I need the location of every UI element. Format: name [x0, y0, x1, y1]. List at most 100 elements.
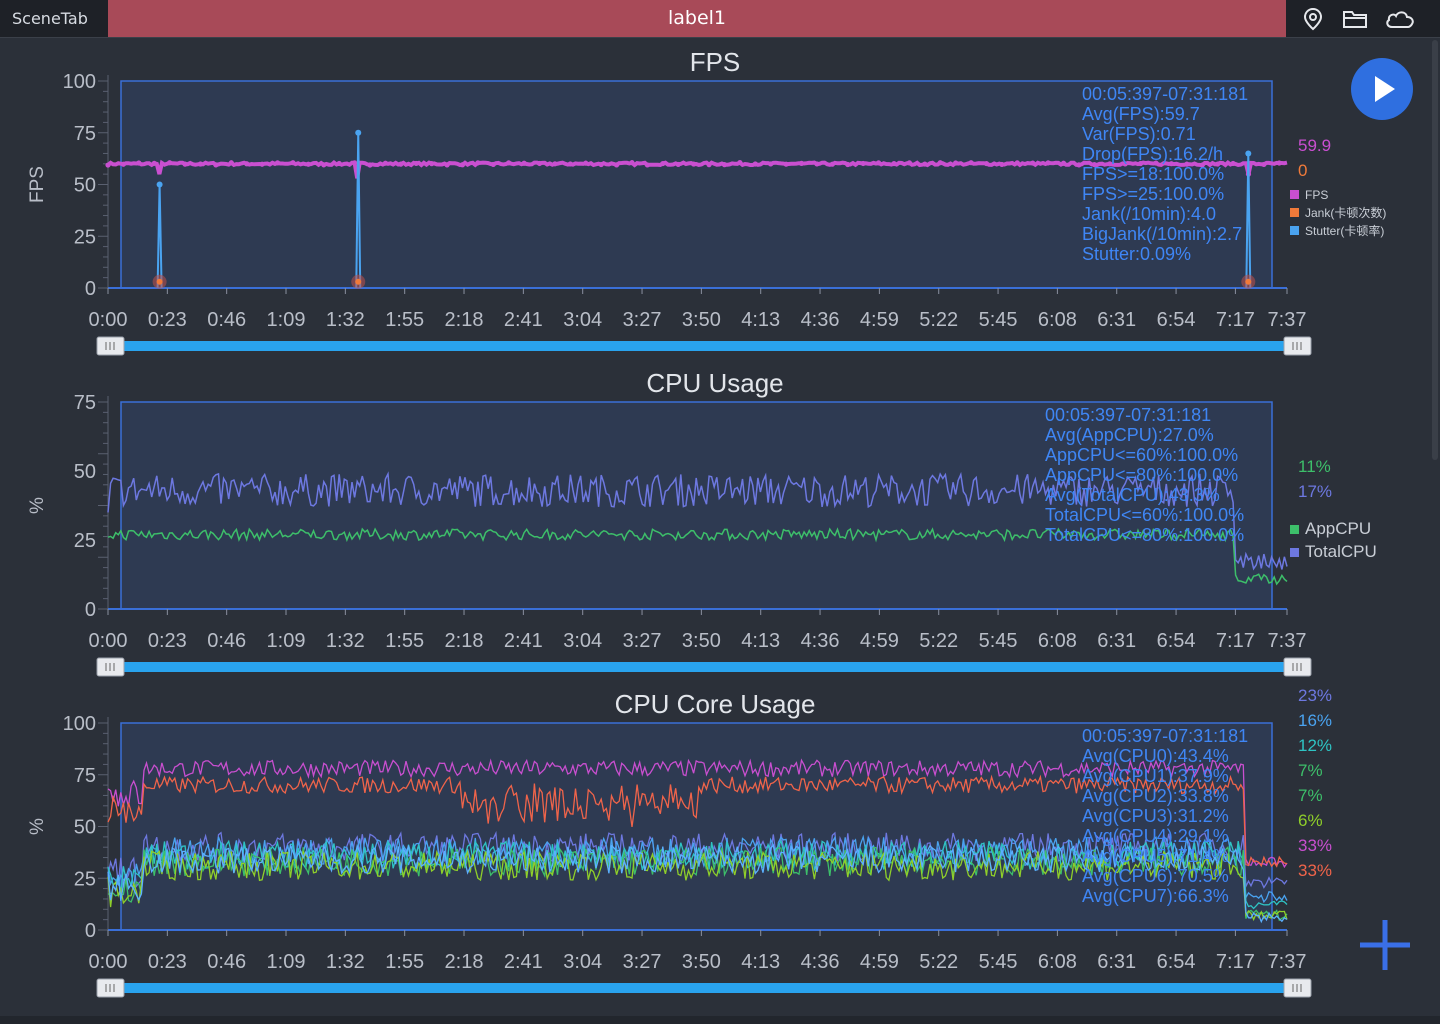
fps-data-point: [752, 161, 758, 167]
cpu-x-tick-label: 1:09: [267, 630, 306, 652]
fps-data-point: [475, 160, 481, 166]
fps-x-tick-label: 4:13: [741, 309, 780, 331]
core-x-tick-label: 7:37: [1268, 951, 1307, 973]
fps-x-tick-label: 7:17: [1216, 309, 1255, 331]
cpu-core-series-line: [107, 758, 1288, 869]
fps-x-tick-label: 6:08: [1038, 309, 1077, 331]
core-x-tick-label: 6:08: [1038, 951, 1077, 973]
fps-data-point: [182, 161, 188, 167]
fps-data-point: [814, 161, 820, 167]
fps-data-point: [937, 160, 943, 166]
fps-data-point: [290, 160, 296, 166]
fps-data-point: [398, 161, 404, 167]
cloud-icon[interactable]: [1384, 7, 1416, 35]
fps-stats-line: FPS>=25:100.0%: [1082, 184, 1224, 204]
fps-stats-line: FPS>=18:100.0%: [1082, 164, 1224, 184]
location-pin-icon[interactable]: [1302, 7, 1324, 35]
fps-stats-line: Drop(FPS):16.2/h: [1082, 144, 1223, 164]
fps-x-tick-label: 1:09: [267, 309, 306, 331]
fps-data-point: [983, 160, 990, 167]
fps-x-tick-label: 6:54: [1157, 309, 1196, 331]
core-range-slider-track[interactable]: [118, 983, 1290, 993]
fps-data-point: [1276, 160, 1282, 166]
fps-data-point: [875, 160, 882, 166]
folder-icon[interactable]: [1342, 7, 1368, 35]
fps-data-point: [644, 162, 651, 168]
core-x-tick-label: 0:23: [148, 951, 187, 973]
cpu-legend-swatch: [1290, 525, 1299, 534]
core-chart: CPU Core Usage 100 75 50 25 0% 0:00 0:23 0:46 1:0…: [27, 686, 1332, 998]
main-area: FPS 100 75 50 25 0 FPS 0:00 0:23 0:46 1:09 1:32 1:55…: [0, 38, 1440, 1024]
fps-data-point: [783, 161, 789, 167]
fps-data-point: [860, 160, 866, 167]
fps-plot-area: [120, 80, 1273, 289]
core-x-tick-label: 2:18: [445, 951, 484, 973]
cpu-x-tick-label: 5:22: [919, 630, 958, 652]
cpu-x-tick-label: 6:31: [1097, 630, 1136, 652]
play-button[interactable]: [1351, 58, 1413, 120]
play-icon: [1375, 76, 1395, 102]
cpu-stats-line: TotalCPU<=80%:100.0%: [1045, 525, 1244, 545]
fps-data-point: [583, 160, 589, 166]
cpu-x-tick-label: 6:08: [1038, 630, 1077, 652]
scene-tab[interactable]: SceneTab: [12, 9, 88, 28]
cpu-range-slider-track[interactable]: [118, 662, 1290, 672]
fps-x-tick-label: 7:37: [1268, 309, 1307, 331]
cpu-legend-swatch: [1290, 548, 1299, 557]
cpu-core-series-line: [107, 774, 1288, 868]
fps-data-point: [706, 162, 712, 168]
fps-data-point: [1107, 161, 1113, 167]
fps-stats-line: BigJank(/10min):2.7: [1082, 224, 1242, 244]
core-stats-line: Avg(CPU4):29.1%: [1082, 826, 1229, 846]
core-current-value: 7%: [1298, 761, 1323, 780]
fps-x-tick-label: 5:45: [979, 309, 1018, 331]
fps-data-point: [922, 161, 928, 167]
jank-marker-dot: [355, 278, 362, 285]
core-y-tick-label: 100: [63, 713, 96, 735]
fps-data-point: [382, 160, 389, 166]
fps-data-point: [444, 162, 450, 168]
core-y-label: %: [27, 818, 48, 835]
top-bar: SceneTab label1: [0, 0, 1440, 38]
fps-legend-label: Stutter(卡顿率): [1305, 223, 1384, 238]
fps-data-point: [1030, 160, 1036, 166]
cpu-x-tick-label: 3:50: [682, 630, 721, 652]
fps-data-point: [829, 161, 835, 167]
core-x-tick-label: 6:31: [1097, 951, 1136, 973]
core-x-tick-label: 1:09: [267, 951, 306, 973]
fps-data-point: [552, 161, 558, 167]
fps-y-tick-label: 25: [74, 226, 96, 248]
core-x-tick-label: 3:50: [682, 951, 721, 973]
cpu-legend-label: TotalCPU: [1305, 542, 1377, 561]
fps-data-point: [1168, 161, 1175, 167]
fps-y-label: FPS: [27, 166, 48, 203]
fps-data-point: [675, 161, 681, 168]
fps-data-point: [413, 160, 419, 167]
fps-x-tick-label: 3:27: [623, 309, 662, 331]
fps-chart: FPS 100 75 50 25 0 FPS 0:00 0:23 0:46 1:09 1:32 1:55…: [27, 47, 1386, 356]
fps-data-point: [953, 160, 959, 166]
core-stats-line: Avg(CPU2):33.8%: [1082, 786, 1229, 806]
fps-data-point: [721, 162, 728, 168]
charts-canvas: FPS 100 75 50 25 0 FPS 0:00 0:23 0:46 1:09 1:32 1:55…: [27, 47, 1386, 998]
fps-data-point: [197, 161, 204, 167]
total-cpu-series-line: [107, 471, 1288, 571]
label-tab[interactable]: label1: [108, 0, 1286, 37]
fps-data-point: [613, 162, 620, 168]
page-scrollbar[interactable]: [1432, 40, 1438, 460]
fps-data-point: [120, 161, 127, 167]
core-y-tick-label: 0: [85, 920, 96, 942]
cpu-x-tick-label: 4:59: [860, 630, 899, 652]
fps-data-point: [506, 160, 512, 166]
fps-range-slider-track[interactable]: [118, 341, 1290, 351]
core-stats-line: Avg(CPU5):71.4%: [1082, 846, 1229, 866]
cpu-x-tick-label: 3:27: [623, 630, 662, 652]
fps-data-point: [999, 161, 1005, 168]
core-stats-line: Avg(CPU6):70.5%: [1082, 866, 1229, 886]
core-stats-line: Avg(CPU1):37.9%: [1082, 766, 1229, 786]
fps-data-point: [367, 162, 373, 168]
core-x-tick-label: 0:00: [89, 951, 128, 973]
add-chart-button[interactable]: [1356, 916, 1414, 974]
fps-y-tick-label: 0: [85, 278, 96, 300]
fps-data-point: [737, 159, 743, 166]
